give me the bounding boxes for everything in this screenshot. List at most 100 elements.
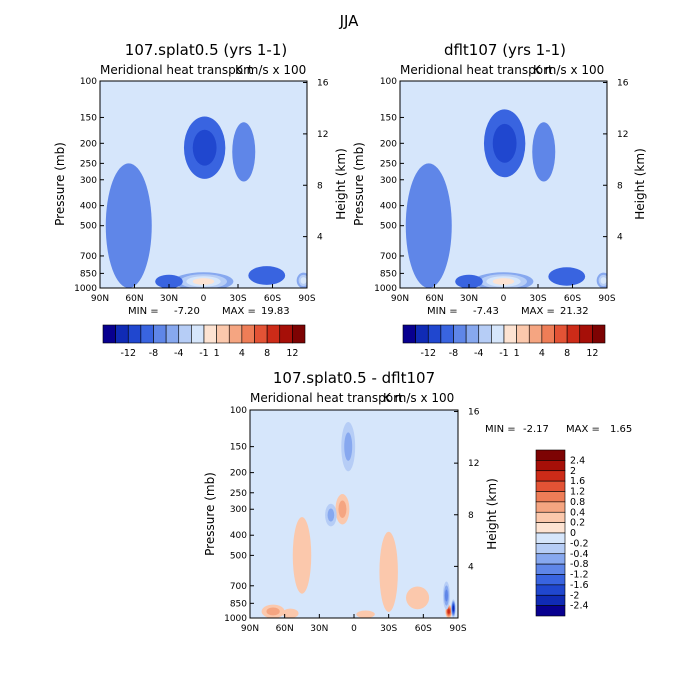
panel-diff-colorbar-label-12: -1.6	[570, 580, 589, 591]
panel-1-colorbar-swatch-14	[279, 324, 293, 344]
panel-diff-ytick-label-7: 700	[230, 582, 247, 592]
panel-diff-min-value: -2.17	[523, 424, 549, 435]
panel-diff-colorbar-swatch-3	[535, 480, 566, 492]
panel-diff-colorbar-swatch-10	[535, 553, 566, 565]
panel-1-colorbar-swatch-7	[191, 324, 205, 344]
panel-1-xtick-label-2: 30N	[160, 294, 178, 304]
panel-2-colorbar-swatch-13	[566, 324, 581, 344]
panel-1-ytick-label-4: 300	[80, 176, 97, 186]
panel-1-xtick-label-0: 90N	[91, 294, 109, 304]
panel-2-xtick-label-6: 90S	[598, 294, 615, 304]
panel-diff-units: K m/s x 100	[383, 391, 454, 405]
panel-2-xtick-label-1: 60N	[425, 294, 443, 304]
panel-diff-colorbar-label-2: 1.6	[570, 476, 585, 487]
panel-1-contour-2-0	[248, 266, 286, 285]
panel-1-ytick-label-8: 850	[80, 269, 97, 279]
panel-1-contour-0-1	[192, 129, 217, 166]
panel-diff-colorbar-label-3: 1.2	[570, 487, 585, 498]
panel-diff-colorbar-label-14: -2.4	[570, 601, 589, 612]
panel-2-ytick-label-5: 400	[380, 202, 397, 212]
panel-diff-colorbar-swatch-8	[535, 532, 566, 544]
panel-2-ytick-label-0: 100	[380, 77, 397, 87]
panel-diff-colorbar-label-0: 2.4	[570, 455, 585, 466]
panel-diff-contour-5-5	[452, 605, 455, 612]
panel-1-colorbar-label-2: -4	[174, 348, 183, 359]
panel-diff-ytick-label-5: 400	[230, 531, 247, 541]
panel-2-ytick-label-1: 150	[380, 113, 397, 123]
panel-2-colorbar-swatch-6	[478, 324, 492, 344]
panel-1-colorbar-label-1: -8	[149, 348, 158, 359]
panel-diff-rtick-label-3: 4	[468, 562, 474, 572]
panel-2-title: dflt107 (yrs 1-1)	[444, 41, 566, 59]
panel-1-ytick-label-5: 400	[80, 202, 97, 212]
panel-2: dflt107 (yrs 1-1) Meridional heat transp…	[352, 41, 647, 359]
panel-diff-ytick-label-8: 850	[230, 599, 247, 609]
panel-1-field	[105, 116, 307, 288]
panel-2-rtick-label-3: 4	[617, 233, 623, 243]
panel-2-colorbar-label-2: -4	[474, 348, 483, 359]
panel-diff-colorbar-label-8: -0.2	[570, 538, 589, 549]
panel-diff-colorbar-swatch-1	[535, 460, 566, 472]
panel-diff-colorbar-label-7: 0	[570, 528, 576, 539]
panel-1: 107.splat0.5 (yrs 1-1) Meridional heat t…	[53, 41, 348, 359]
panel-2-colorbar-swatch-0	[402, 324, 416, 344]
panel-diff-xtick-label-4: 30S	[380, 624, 397, 634]
panel-2-contour-6-0	[532, 122, 556, 182]
panel-2-xtick-label-5: 60S	[564, 294, 581, 304]
panel-2-colorbar-swatch-11	[541, 324, 555, 344]
season-title: JJA	[339, 12, 360, 30]
panel-diff-colorbar-swatch-13	[535, 584, 566, 596]
panel-2-colorbar-swatch-15	[592, 324, 606, 344]
panel-2-colorbar-swatch-4	[453, 324, 467, 344]
panel-2-rtick-label-1: 12	[617, 130, 628, 140]
panel-2-contour-5-0	[405, 163, 452, 288]
panel-diff-colorbar-label-1: 2	[570, 466, 576, 477]
panel-2-colorbar-swatch-9	[516, 324, 530, 344]
panel-diff-colorbar-swatch-4	[535, 491, 566, 503]
panel-2-rtick-label-2: 8	[617, 181, 623, 191]
panel-diff-colorbar-label-11: -1.2	[570, 570, 589, 581]
panel-diff-colorbar-swatch-14	[535, 594, 566, 606]
panel-diff-contour-11-0	[406, 586, 430, 610]
panel-diff-colorbar-swatch-6	[535, 511, 566, 523]
panel-1-ylabel-right: Height (km)	[334, 148, 348, 219]
panel-2-colorbar-swatch-12	[554, 324, 568, 344]
panel-1-rtick-label-0: 16	[317, 79, 329, 89]
panel-diff-contour-3-4	[447, 609, 450, 614]
panel-diff-ytick-label-4: 300	[230, 505, 247, 515]
panel-1-colorbar-swatch-15	[292, 324, 306, 344]
panel-2-min-label: MIN =	[427, 306, 458, 317]
panel-diff-ytick-label-2: 200	[230, 469, 247, 479]
panel-2-max-value: 21.32	[560, 306, 589, 317]
panel-diff-colorbar-swatch-0	[535, 449, 566, 461]
panel-2-ytick-label-6: 500	[380, 222, 397, 232]
panel-2-contour-2-0	[548, 267, 586, 286]
panel-1-colorbar-swatch-1	[115, 324, 129, 344]
panel-2-ytick-label-3: 250	[380, 159, 397, 169]
panel-2-colorbar-swatch-2	[427, 324, 442, 344]
panel-1-rtick-label-2: 8	[317, 181, 323, 191]
panel-diff-xtick-label-3: 0	[351, 624, 357, 634]
panel-1-colorbar-label-3: -1	[199, 348, 208, 359]
panel-1-ytick-label-2: 200	[80, 139, 97, 149]
panel-2-rtick-label-0: 16	[617, 79, 629, 89]
panel-2-min-value: -7.43	[473, 306, 499, 317]
panel-diff-colorbar-label-4: 0.8	[570, 497, 585, 508]
panel-1-contour-1-3	[192, 278, 215, 285]
panel-1-colorbar-swatch-3	[140, 324, 154, 344]
panel-1-contour-5-0	[105, 163, 152, 288]
panel-2-ylabel-right: Height (km)	[633, 148, 647, 219]
panel-2-units: K m/s x 100	[533, 63, 604, 77]
panel-diff-title: 107.splat0.5 - dflt107	[273, 369, 435, 387]
panel-diff-xtick-label-5: 60S	[415, 624, 432, 634]
panel-1-ytick-label-3: 250	[80, 159, 97, 169]
panel-2-colorbar-label-4: 1	[514, 348, 520, 359]
panel-1-xtick-label-1: 60N	[125, 294, 143, 304]
panel-diff-xtick-label-6: 90S	[449, 624, 466, 634]
panel-1-colorbar-swatch-0	[102, 324, 116, 344]
panel-2-subtitle: Meridional heat transport	[400, 63, 553, 77]
panel-1-max-value: 19.83	[261, 306, 290, 317]
panel-diff-rtick-label-2: 8	[468, 511, 474, 521]
panel-2-ytick-label-7: 700	[380, 252, 397, 262]
